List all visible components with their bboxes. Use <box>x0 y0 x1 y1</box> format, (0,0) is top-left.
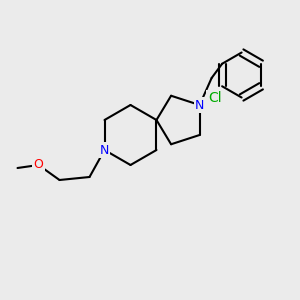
Text: N: N <box>100 143 109 157</box>
Text: O: O <box>34 158 44 172</box>
Text: N: N <box>195 98 204 112</box>
Text: Cl: Cl <box>208 91 221 105</box>
